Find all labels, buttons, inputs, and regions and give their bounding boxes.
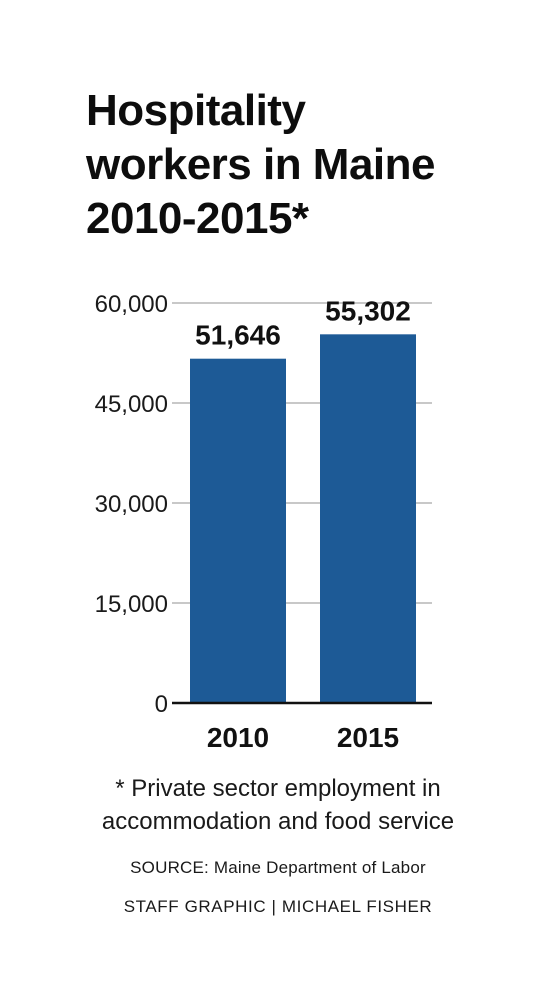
bar-2015 — [320, 334, 416, 703]
category-label-2015: 2015 — [337, 722, 399, 753]
value-label-2015: 55,302 — [325, 295, 411, 326]
y-tick-label: 30,000 — [95, 491, 168, 518]
source-credit: SOURCE: Maine Department of Labor — [130, 858, 426, 877]
y-tick-label: 0 — [155, 691, 168, 718]
bar-2010 — [190, 358, 286, 703]
y-tick-label: 15,000 — [95, 591, 168, 618]
y-tick-label: 60,000 — [95, 291, 168, 318]
footnote-line-1: * Private sector employment in — [115, 775, 441, 802]
footnote-line-2: accommodation and food service — [101, 808, 455, 835]
value-label-2010: 51,646 — [195, 320, 281, 351]
chart-title-line-3: 2010-2015* — [86, 194, 309, 243]
labels: 0 15,000 30,000 45,000 60,000 51,646 2010 55,30… — [95, 291, 411, 753]
y-tick-label: 45,000 — [95, 391, 168, 418]
chart-title: Hospitality workers in Maine 2010-2015* — [86, 84, 546, 246]
footnote: * Private sector employment in accommoda… — [0, 772, 556, 838]
chart-title-line-1: Hospitality — [86, 86, 306, 135]
staff-credit: STAFF GRAPHIC | MICHAEL FISHER — [123, 897, 433, 916]
chart-title-line-2: workers in Maine — [86, 140, 436, 189]
bar-chart: 0 15,000 30,000 45,000 60,000 51,646 2010 55,30… — [95, 291, 432, 753]
category-label-2010: 2010 — [207, 722, 269, 753]
bars — [190, 334, 416, 703]
